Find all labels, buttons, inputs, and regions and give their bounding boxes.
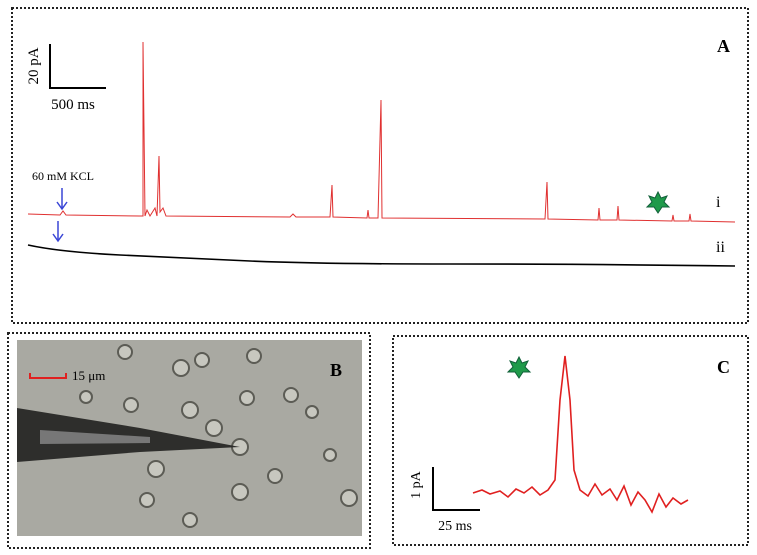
trace-i — [27, 41, 736, 223]
star — [645, 190, 671, 214]
panel-c-frame — [392, 335, 749, 546]
panel-b-frame — [7, 332, 371, 549]
annotation: 60 mM KCL — [32, 169, 94, 183]
scale-label: 15 μm — [72, 368, 105, 383]
scale-x-label: 500 ms — [51, 97, 95, 113]
trace-label: ii — [716, 239, 725, 256]
scale-y-label: 1 pA — [409, 470, 424, 499]
panel-label: A — [717, 36, 730, 56]
cells — [79, 344, 358, 528]
scale-bar — [49, 44, 106, 89]
scale-y-label: 20 pA — [26, 47, 42, 84]
trace — [472, 355, 689, 514]
star — [506, 355, 532, 379]
trace-label: i — [716, 194, 721, 211]
arrow — [52, 221, 64, 243]
trace-ii — [27, 244, 736, 267]
scale-bar — [432, 467, 480, 511]
panel-label: C — [717, 357, 730, 377]
scale-bar — [29, 373, 67, 379]
pipette — [17, 408, 240, 462]
panel-label: B — [330, 360, 342, 380]
arrow — [56, 188, 68, 211]
panel-a-frame — [11, 7, 749, 324]
scale-x-label: 25 ms — [438, 519, 472, 534]
pipette-highlight — [40, 430, 150, 444]
